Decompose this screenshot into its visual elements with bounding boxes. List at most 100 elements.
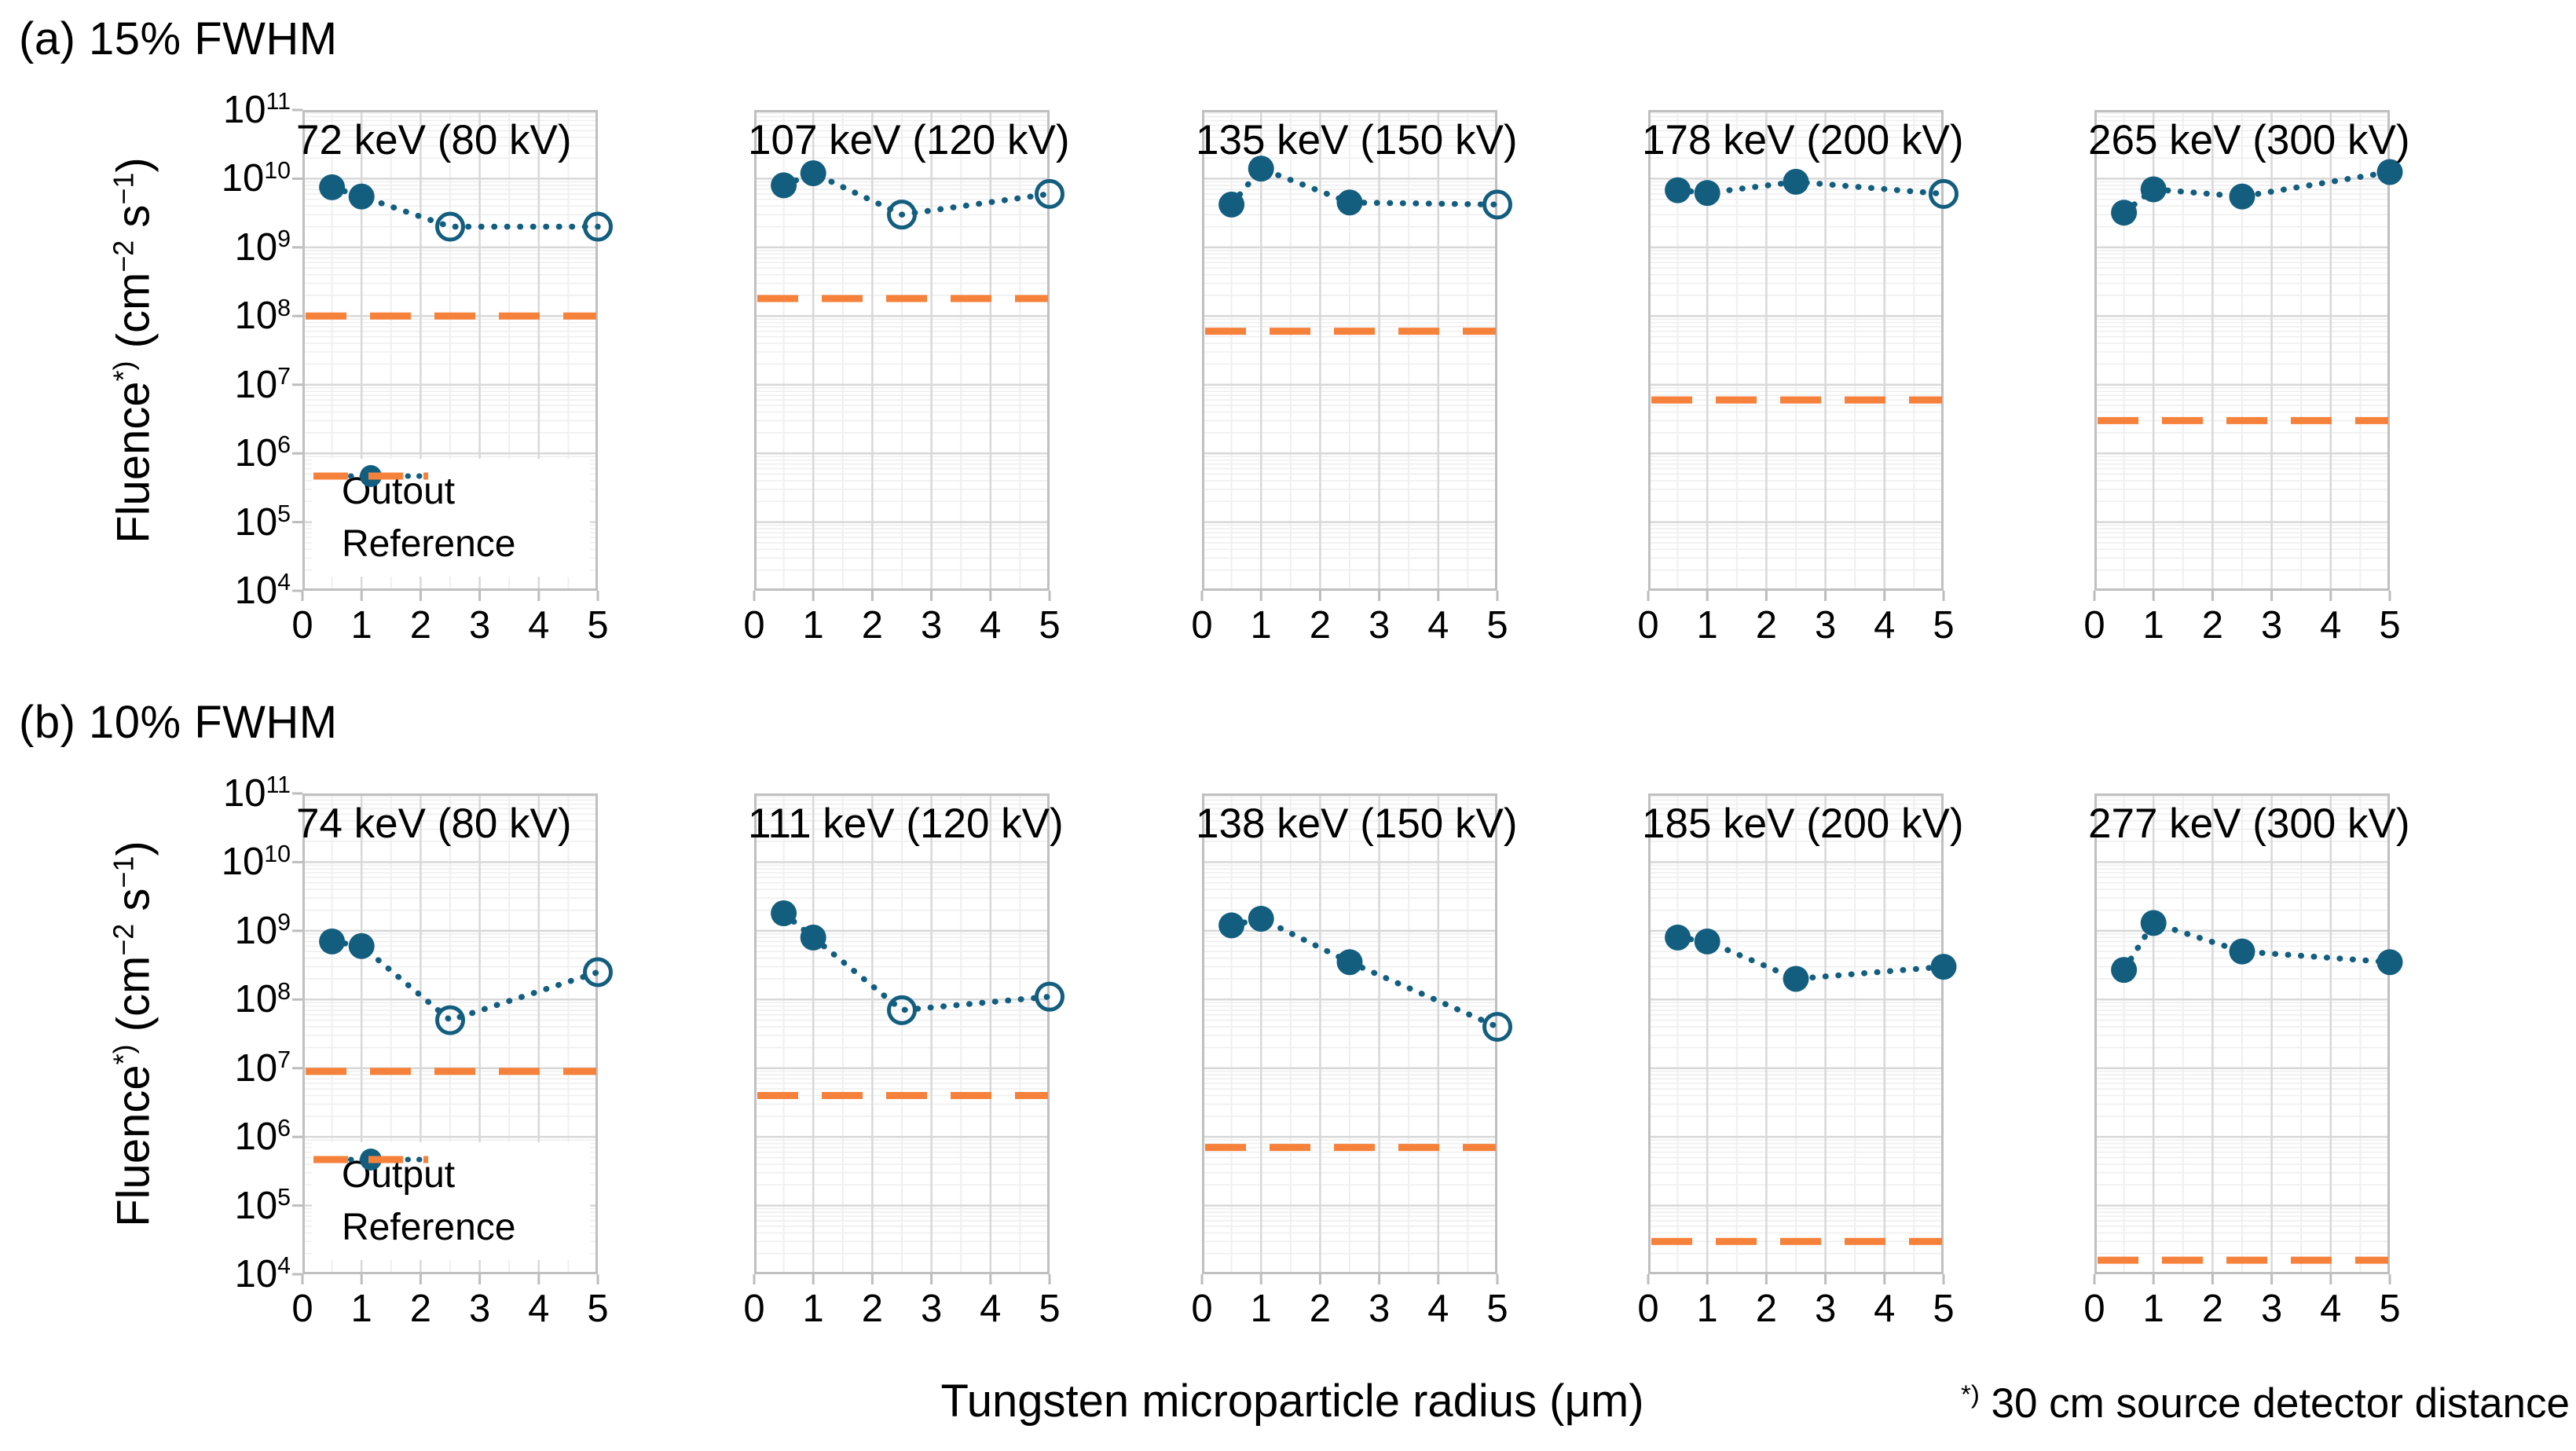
output-point-open	[1482, 1012, 1512, 1042]
output-point-open	[887, 995, 917, 1025]
x-tick-label: 5	[1039, 604, 1061, 647]
x-tick-label: 4	[1427, 1288, 1449, 1330]
output-point	[1248, 156, 1274, 182]
x-tick-label: 1	[802, 604, 824, 647]
plot-area	[753, 793, 1064, 1284]
output-point	[771, 900, 797, 927]
y-tick-label: 108	[234, 294, 291, 338]
output-point	[1336, 189, 1363, 216]
x-tick-label: 5	[1039, 1288, 1061, 1330]
x-tick-label: 4	[528, 1288, 550, 1330]
output-point	[2229, 183, 2255, 210]
y-axis-label-a: Fluence*) (cm−2 s−1)	[107, 157, 159, 544]
x-tick-label: 2	[861, 604, 884, 647]
output-point	[771, 172, 797, 199]
subplot-a1: 72 keV (80 kV) 0 1 2 3 4 5 Outout Reference	[291, 108, 613, 647]
x-tick-label: 2	[1755, 1288, 1778, 1330]
x-tick-label: 4	[528, 604, 550, 647]
x-tick-label: 1	[802, 1288, 824, 1330]
x-tick-label: 4	[1874, 1288, 1896, 1330]
x-tick-label: 5	[2379, 604, 2401, 647]
x-tick-label: 2	[1309, 1288, 1332, 1330]
y-tick-label: 1011	[222, 88, 291, 131]
output-point	[1694, 180, 1720, 207]
x-tick-label: 3	[920, 604, 943, 647]
x-tick-label: 0	[2083, 1288, 2105, 1330]
plot-frame	[302, 793, 598, 1274]
x-tick-label: 0	[1191, 604, 1213, 647]
x-tick-label: 0	[1637, 1288, 1659, 1330]
output-line	[1228, 915, 1501, 1030]
subplot-a2: 107 keV (120 kV) 0 1 2 3 4 5	[743, 110, 1070, 647]
x-tick-label: 1	[1250, 604, 1272, 647]
plot-area	[1200, 793, 1512, 1284]
plot-frame	[754, 793, 1050, 1274]
plot-area	[2093, 793, 2403, 1284]
x-tick-label: 3	[1814, 1288, 1837, 1330]
output-point	[1930, 954, 1957, 980]
output-point-open	[583, 957, 613, 987]
section-label-b: (b) 10% FWHM	[19, 697, 338, 748]
output-point-open	[1035, 178, 1064, 209]
subplot-title: 111 keV (120 kV)	[748, 801, 1064, 847]
output-point-open	[435, 1005, 465, 1035]
x-tick-label: 4	[980, 604, 1002, 647]
output-line	[780, 910, 1053, 1013]
output-point	[2376, 949, 2403, 976]
output-point	[1694, 928, 1720, 955]
x-tick-label: 0	[743, 1288, 765, 1330]
x-tick-label: 4	[1874, 604, 1896, 647]
x-tick-label: 1	[350, 604, 372, 647]
x-tick-label: 5	[587, 604, 609, 647]
plot-frame	[1648, 110, 1944, 591]
output-point-open	[887, 200, 917, 230]
subplot-title: 107 keV (120 kV)	[748, 117, 1070, 163]
reference-legend-marker-icon	[313, 1156, 428, 1163]
output-point	[348, 933, 375, 959]
legend-reference-entry: Reference	[313, 472, 590, 566]
output-point	[2111, 957, 2138, 984]
subplot-b5: 277 keV (300 kV) 0 1 2 3 4 5	[2083, 793, 2410, 1330]
y-tick-label: 109	[234, 909, 291, 952]
subplot-title: 277 keV (300 kV)	[2088, 801, 2410, 847]
x-tick-label: 0	[1637, 604, 1659, 647]
plot-frame	[2094, 110, 2390, 591]
output-point	[1783, 168, 1809, 195]
x-tick-label: 5	[2379, 1288, 2401, 1330]
output-line	[1674, 934, 1947, 982]
x-tick-label: 1	[350, 1288, 372, 1330]
x-tick-label: 4	[1427, 604, 1449, 647]
y-tick-label: 1011	[222, 771, 291, 815]
x-tick-label: 5	[1486, 1288, 1508, 1330]
plot-frame	[302, 110, 598, 591]
plot-area	[1647, 793, 1957, 1284]
x-tick-label: 3	[468, 604, 491, 647]
x-tick-label: 3	[1368, 604, 1391, 647]
x-tick-label: 2	[409, 604, 432, 647]
subplot-b1: 74 keV (80 kV) 0 1 2 3 4 5 Output Reference	[291, 792, 613, 1330]
plot-area	[2093, 110, 2403, 601]
x-tick-label: 2	[861, 1288, 884, 1330]
plot-frame	[1202, 110, 1497, 591]
x-tick-label: 4	[980, 1288, 1002, 1330]
x-tick-label: 1	[1696, 1288, 1718, 1330]
legend-reference-entry: Reference	[313, 1156, 590, 1249]
x-tick-label: 2	[2201, 1288, 2224, 1330]
output-point-open	[435, 211, 465, 242]
output-point	[1783, 966, 1809, 992]
subplot-b4: 185 keV (200 kV) 0 1 2 3 4 5	[1637, 793, 1964, 1330]
x-axis-label: Tungsten microparticle radius (μm)	[940, 1376, 1644, 1427]
y-tick-label: 105	[234, 1183, 291, 1227]
y-tick-label: 1010	[221, 840, 291, 884]
y-axis-label-b: Fluence*) (cm−2 s−1)	[107, 841, 159, 1227]
output-line	[2120, 919, 2393, 973]
output-point	[1248, 905, 1274, 932]
y-tick-label: 109	[234, 225, 291, 269]
output-point	[1218, 191, 1245, 218]
subplot-title: 265 keV (300 kV)	[2088, 117, 2410, 163]
legend-reference-label: Reference	[342, 523, 516, 565]
output-point	[2140, 910, 2167, 936]
x-tick-label: 1	[1250, 1288, 1272, 1330]
output-line	[328, 184, 601, 230]
